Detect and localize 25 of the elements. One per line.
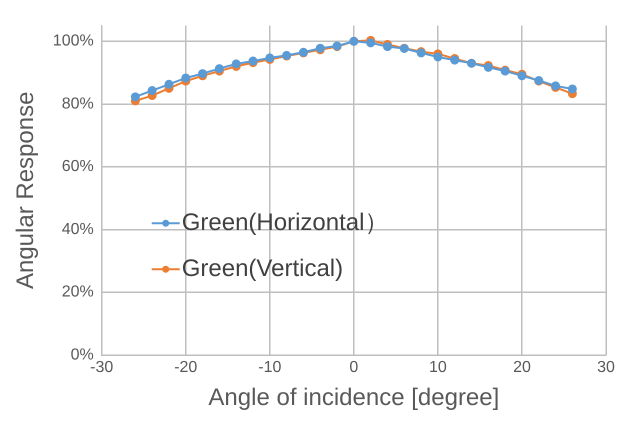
point [433, 52, 442, 62]
point [148, 86, 157, 96]
x-axis-title: Angle of incidence [degree] [208, 384, 500, 412]
point [568, 84, 577, 94]
point [232, 59, 241, 68]
x-tick-label: 0 [349, 359, 358, 376]
point [382, 42, 392, 52]
y-axis-title: Angular Response [12, 92, 40, 290]
point [181, 73, 190, 82]
legend-label: Green(Horizontal） [182, 208, 388, 236]
point [366, 38, 376, 48]
x-tick-label: -20 [174, 359, 198, 376]
point [164, 80, 174, 89]
x-tick-label: 20 [513, 359, 531, 376]
y-tick-label: 80% [62, 95, 94, 112]
y-tick-label: 20% [62, 284, 94, 301]
x-tick-label: -10 [258, 359, 282, 376]
x-tick-label: 10 [429, 359, 447, 376]
legend-label: Green(Vertical) [182, 254, 344, 282]
y-tick-label: 100% [52, 32, 94, 50]
y-tick-label: 60% [62, 158, 94, 176]
x-tick-label: 30 [597, 359, 615, 376]
y-tick-label: 40% [62, 220, 94, 238]
point [130, 92, 140, 102]
point [214, 64, 224, 74]
